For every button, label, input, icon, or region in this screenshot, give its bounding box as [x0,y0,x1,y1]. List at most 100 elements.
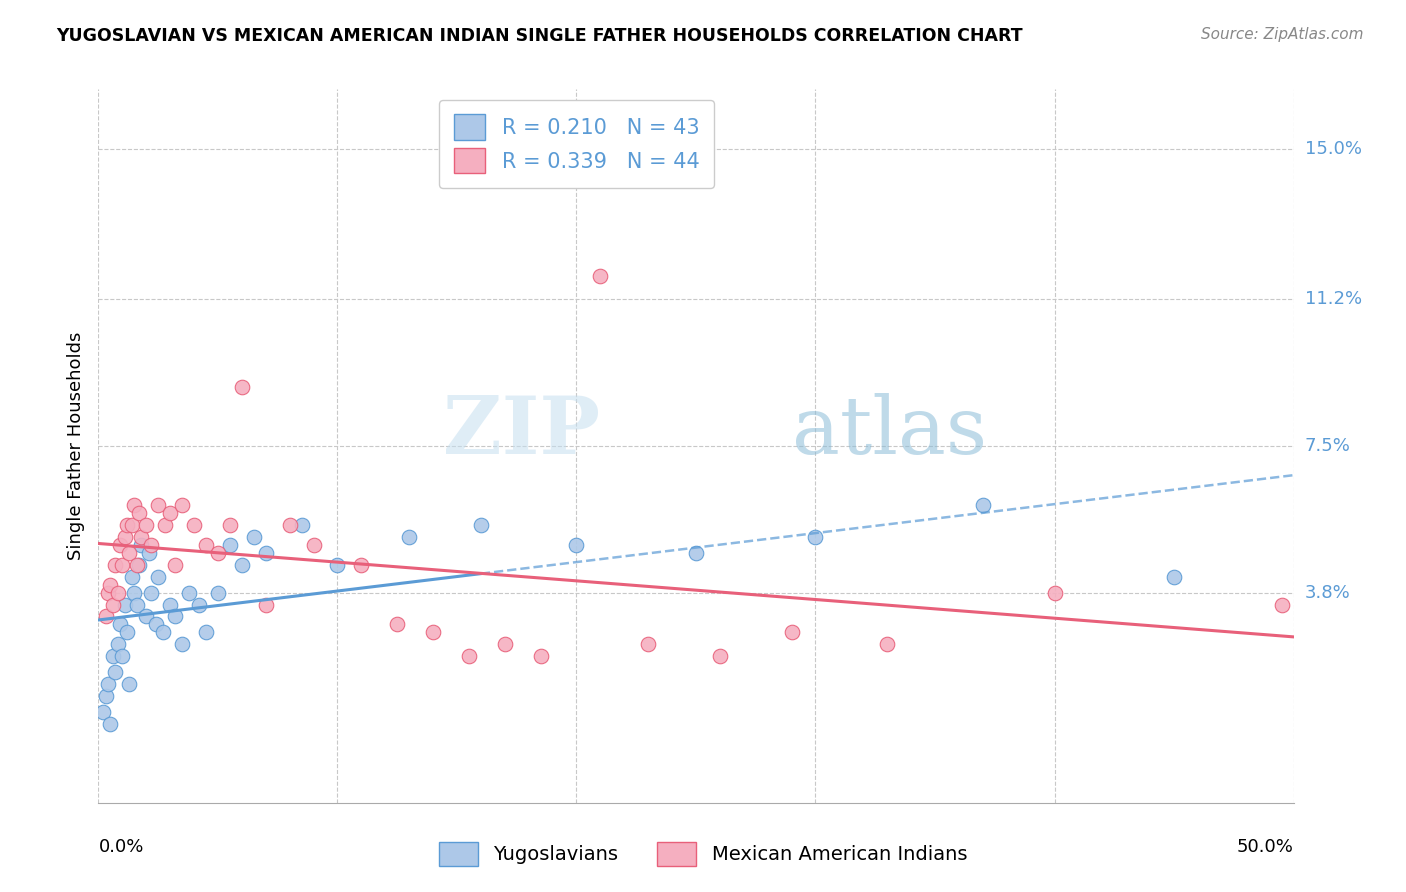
Point [118,677,141,691]
Point [115,625,138,640]
Point [97,677,120,691]
Point [207,585,229,599]
Point [124,585,146,599]
Point [148,570,170,584]
Text: 0.0%: 0.0% [98,838,143,855]
Point [155,518,177,533]
Point [104,665,127,679]
Point [195,625,218,640]
Text: Source: ZipAtlas.com: Source: ZipAtlas.com [1201,27,1364,42]
Point [94,609,117,624]
Point [91,705,114,719]
Legend: R = 0.210   N = 43, R = 0.339   N = 44: R = 0.210 N = 43, R = 0.339 N = 44 [439,100,714,188]
Point [111,649,134,664]
Point [145,617,167,632]
Point [163,558,186,572]
Point [139,585,162,599]
Point [207,546,229,560]
Point [972,499,994,513]
Point [104,558,127,572]
Point [243,530,266,544]
Point [97,585,120,599]
Point [115,518,138,533]
Point [118,546,141,560]
Text: 50.0%: 50.0% [1237,838,1294,855]
Point [179,585,201,599]
Point [385,617,409,632]
Text: YUGOSLAVIAN VS MEXICAN AMERICAN INDIAN SINGLE FATHER HOUSEHOLDS CORRELATION CHAR: YUGOSLAVIAN VS MEXICAN AMERICAN INDIAN S… [56,27,1024,45]
Point [121,570,143,584]
Point [494,637,516,651]
Point [291,518,314,533]
Y-axis label: Single Father Households: Single Father Households [66,332,84,560]
Point [98,578,122,592]
Point [114,598,136,612]
Point [187,598,209,612]
Point [131,538,153,552]
Point [1163,570,1185,584]
Point [231,379,253,393]
Point [1271,598,1294,612]
Point [458,649,481,664]
Point [124,499,146,513]
Text: 11.2%: 11.2% [1305,290,1362,309]
Point [254,546,277,560]
Point [565,538,588,552]
Point [1043,585,1066,599]
Point [172,499,194,513]
Point [219,538,242,552]
Point [98,716,122,731]
Point [138,546,160,560]
Point [422,625,444,640]
Text: 3.8%: 3.8% [1305,583,1350,602]
Point [163,609,186,624]
Point [94,689,117,703]
Point [530,649,553,664]
Point [637,637,659,651]
Point [195,538,218,552]
Point [131,530,153,544]
Point [114,530,136,544]
Point [135,609,157,624]
Point [350,558,373,572]
Point [101,649,124,664]
Point [278,518,301,533]
Text: 7.5%: 7.5% [1305,437,1351,455]
Point [111,558,134,572]
Point [135,518,157,533]
Point [128,507,150,521]
Point [159,507,181,521]
Point [876,637,898,651]
Point [780,625,803,640]
Point [121,518,143,533]
Point [219,518,242,533]
Text: ZIP: ZIP [443,392,600,471]
Point [685,546,707,560]
Legend: Yugoslavians, Mexican American Indians: Yugoslavians, Mexican American Indians [432,834,974,873]
Point [709,649,731,664]
Point [107,585,129,599]
Point [172,637,194,651]
Point [128,558,150,572]
Point [125,598,148,612]
Point [159,598,181,612]
Point [101,598,124,612]
Point [589,268,612,283]
Text: atlas: atlas [792,392,987,471]
Point [108,617,131,632]
Point [139,538,162,552]
Point [398,530,420,544]
Point [326,558,349,572]
Point [302,538,325,552]
Point [254,598,277,612]
Text: 15.0%: 15.0% [1305,140,1361,158]
Point [152,625,174,640]
Point [804,530,827,544]
Point [231,558,253,572]
Point [125,558,148,572]
Point [148,499,170,513]
Point [108,538,131,552]
Point [183,518,205,533]
Point [470,518,492,533]
Point [107,637,129,651]
